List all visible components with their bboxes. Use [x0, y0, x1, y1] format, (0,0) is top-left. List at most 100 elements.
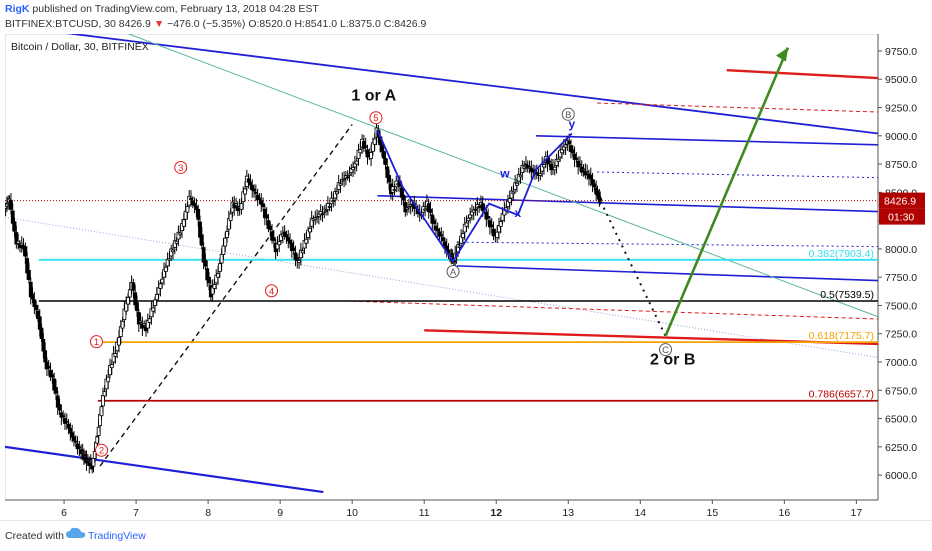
wave-label: B: [565, 110, 571, 121]
x-tick-label: 8: [205, 507, 211, 519]
b-channel-line: [535, 134, 879, 146]
candle-body: [135, 302, 139, 311]
candle-body: [50, 374, 55, 378]
candle-body: [392, 189, 397, 191]
candle-body: [567, 141, 572, 145]
candle-body: [304, 238, 309, 244]
y-tick-label: 7500.0: [885, 300, 917, 312]
candle-body: [73, 440, 78, 443]
price-chart[interactable]: Bitcoin / Dollar, 30, BITFINEX6000.06250…: [5, 34, 932, 520]
y-tick-label: 6750.0: [885, 385, 917, 397]
candle-body: [46, 365, 51, 369]
x-tick-label: 14: [634, 507, 646, 519]
candle-body: [106, 376, 111, 383]
candle-body: [77, 446, 82, 449]
candle-body: [435, 228, 440, 232]
candle-body: [66, 423, 71, 429]
candle-body: [27, 269, 31, 280]
candle-body: [489, 224, 494, 228]
candle-body: [253, 191, 258, 194]
candle-body: [54, 387, 58, 394]
candle-body: [320, 213, 325, 215]
candle-body: [354, 160, 359, 165]
candle-body: [331, 200, 336, 202]
candle-body: [522, 166, 527, 169]
wave-label-circle: [89, 335, 103, 349]
candle-body: [347, 173, 352, 176]
candle-body: [30, 293, 35, 300]
candle-body: [307, 228, 312, 233]
wave-label: C: [662, 345, 669, 356]
candle-body: [486, 215, 491, 219]
mid-channel-line: [377, 194, 879, 213]
candle-body: [196, 208, 201, 220]
candle-body: [252, 188, 256, 192]
y-tick-label: 9750.0: [885, 46, 917, 58]
candles-group: [5, 120, 603, 474]
red-top-line: [726, 68, 879, 80]
x-tick-label: 6: [61, 507, 67, 519]
price-change: −476.0 (−5.35%): [167, 18, 246, 30]
candle-body: [387, 174, 391, 183]
candle-body: [185, 206, 190, 213]
x-tick-label: 15: [706, 507, 718, 519]
candle-body: [527, 166, 532, 169]
chart-area[interactable]: Bitcoin / Dollar, 30, BITFINEX 6000.0 6250…: [5, 34, 932, 520]
candle-body: [372, 138, 377, 145]
candle-body: [223, 237, 228, 247]
candle-body: [228, 213, 233, 222]
candle-body: [199, 234, 204, 246]
candle-body: [439, 234, 444, 237]
y-tick-label: 7250.0: [885, 329, 917, 341]
y-tick-label: 6500.0: [885, 414, 917, 426]
candle-body: [219, 253, 224, 264]
candle-body: [243, 188, 247, 195]
candle-body: [39, 327, 44, 339]
wave-label-circle: [174, 160, 188, 174]
candle-body: [515, 182, 519, 186]
candle-body: [19, 242, 24, 246]
candle-body: [160, 278, 165, 284]
fib-level-label: 0.5(7539.5): [820, 289, 874, 301]
candle-body: [477, 206, 482, 208]
subwave-label: w: [499, 167, 510, 181]
x-tick-label: 11: [419, 507, 430, 519]
last-price-badge: [879, 192, 925, 209]
candle-body: [585, 170, 590, 173]
author-name[interactable]: RigK: [5, 3, 30, 15]
candle-body: [142, 323, 147, 326]
candle-body: [578, 163, 582, 166]
candle-body: [57, 404, 62, 411]
candle-body: [327, 206, 332, 208]
countdown-badge: [879, 208, 925, 225]
red-top-dashed: [597, 102, 879, 113]
y-tick-label: 9500.0: [885, 74, 917, 86]
wave-label: 4: [269, 286, 274, 297]
candle-body: [153, 299, 157, 306]
candle-body: [68, 428, 73, 434]
x-tick-label: 9: [277, 507, 283, 519]
candle-body: [342, 178, 346, 181]
last-price-badge-label: 8426.9: [884, 196, 916, 208]
candle-body: [271, 237, 276, 241]
candle-body: [315, 216, 319, 219]
candle-body: [257, 197, 262, 201]
candle-body: [363, 145, 368, 148]
candle-body: [246, 178, 251, 183]
wave-label: 2: [99, 446, 104, 457]
tradingview-brand[interactable]: TradingView: [88, 530, 146, 542]
candle-body: [207, 276, 211, 284]
candle-body: [174, 240, 179, 244]
ohlc-line: BITFINEX:BTCUSD, 30 8426.9 ▼ −476.0 (−5.…: [5, 18, 426, 30]
tradingview-logo-icon: [66, 527, 86, 538]
candle-body: [127, 289, 132, 298]
candle-body: [101, 395, 105, 407]
x-tick-label: 10: [346, 507, 358, 519]
candle-body: [34, 305, 39, 311]
candle-body: [284, 234, 289, 238]
candle-body: [154, 293, 159, 301]
candle-body: [552, 166, 557, 171]
high-value: H:8541.0: [294, 18, 338, 30]
x-tick-label: 12: [490, 507, 502, 519]
abc-wave-path: [376, 129, 573, 263]
